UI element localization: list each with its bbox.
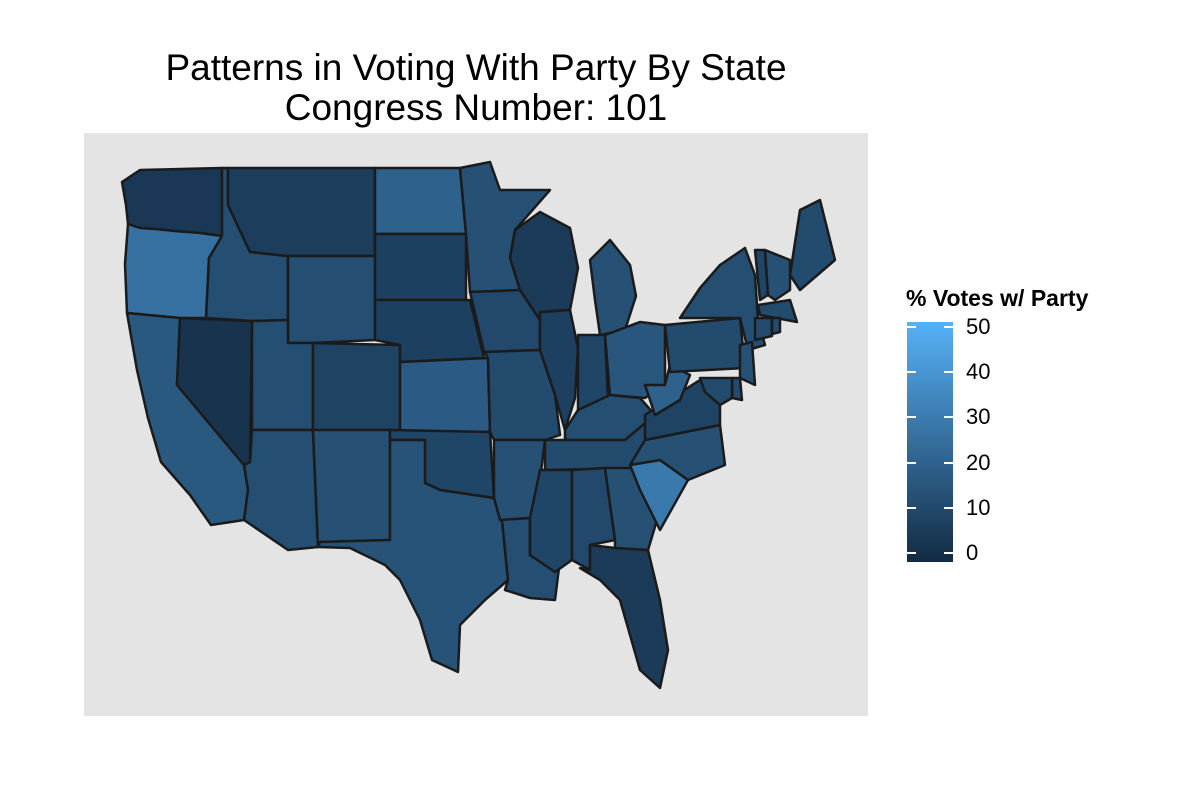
legend-tick-mark — [907, 326, 916, 328]
legend-color-bar — [907, 322, 953, 562]
legend-tick-mark — [907, 416, 916, 419]
chart-title-line-2: Congress Number: 101 — [284, 87, 668, 128]
state-nd — [373, 166, 468, 236]
state-az — [242, 428, 320, 552]
state-sd — [373, 232, 468, 302]
legend-tick-mark — [944, 461, 953, 464]
legend-tick-mark — [944, 506, 953, 509]
state-nm — [311, 428, 392, 549]
legend-tick-mark — [944, 416, 953, 419]
legend-tick-mark — [944, 371, 953, 374]
legend-tick-label: 40 — [966, 359, 991, 385]
state-va — [643, 378, 722, 442]
legend-tick-mark — [907, 552, 916, 554]
state-fl — [578, 543, 670, 690]
state-de — [730, 376, 744, 402]
state-tx — [316, 438, 510, 674]
legend-tick-label: 20 — [966, 449, 991, 475]
state-wv — [643, 363, 692, 417]
state-ma — [756, 298, 799, 324]
legend-tick-mark — [944, 326, 953, 328]
legend-tick-label: 50 — [966, 314, 991, 339]
state-me — [788, 198, 837, 292]
state-md — [698, 376, 734, 407]
state-co — [311, 341, 402, 432]
chart-title-line-1: Patterns in Voting With Party By State — [165, 47, 787, 88]
legend-title: % Votes w/ Party — [906, 285, 1089, 311]
state-ks — [398, 356, 492, 434]
state-nj — [738, 340, 757, 387]
state-ny — [678, 246, 767, 352]
legend-tick-label: 30 — [966, 404, 991, 430]
state-pa — [663, 316, 747, 374]
state-ri — [770, 316, 782, 336]
state-il — [538, 308, 580, 432]
state-mi — [588, 238, 638, 337]
legend-tick-mark — [944, 552, 953, 554]
state-ct — [753, 316, 774, 342]
state-wy — [286, 254, 377, 345]
state-mt — [226, 166, 377, 258]
legend-tick-mark — [907, 506, 916, 509]
legend-tick-mark — [907, 371, 916, 374]
legend-tick-label: 10 — [966, 494, 991, 520]
state-ms — [528, 468, 574, 574]
state-nh — [763, 248, 792, 302]
legend-tick-label: 0 — [966, 540, 979, 565]
legend-tick-mark — [907, 461, 916, 464]
